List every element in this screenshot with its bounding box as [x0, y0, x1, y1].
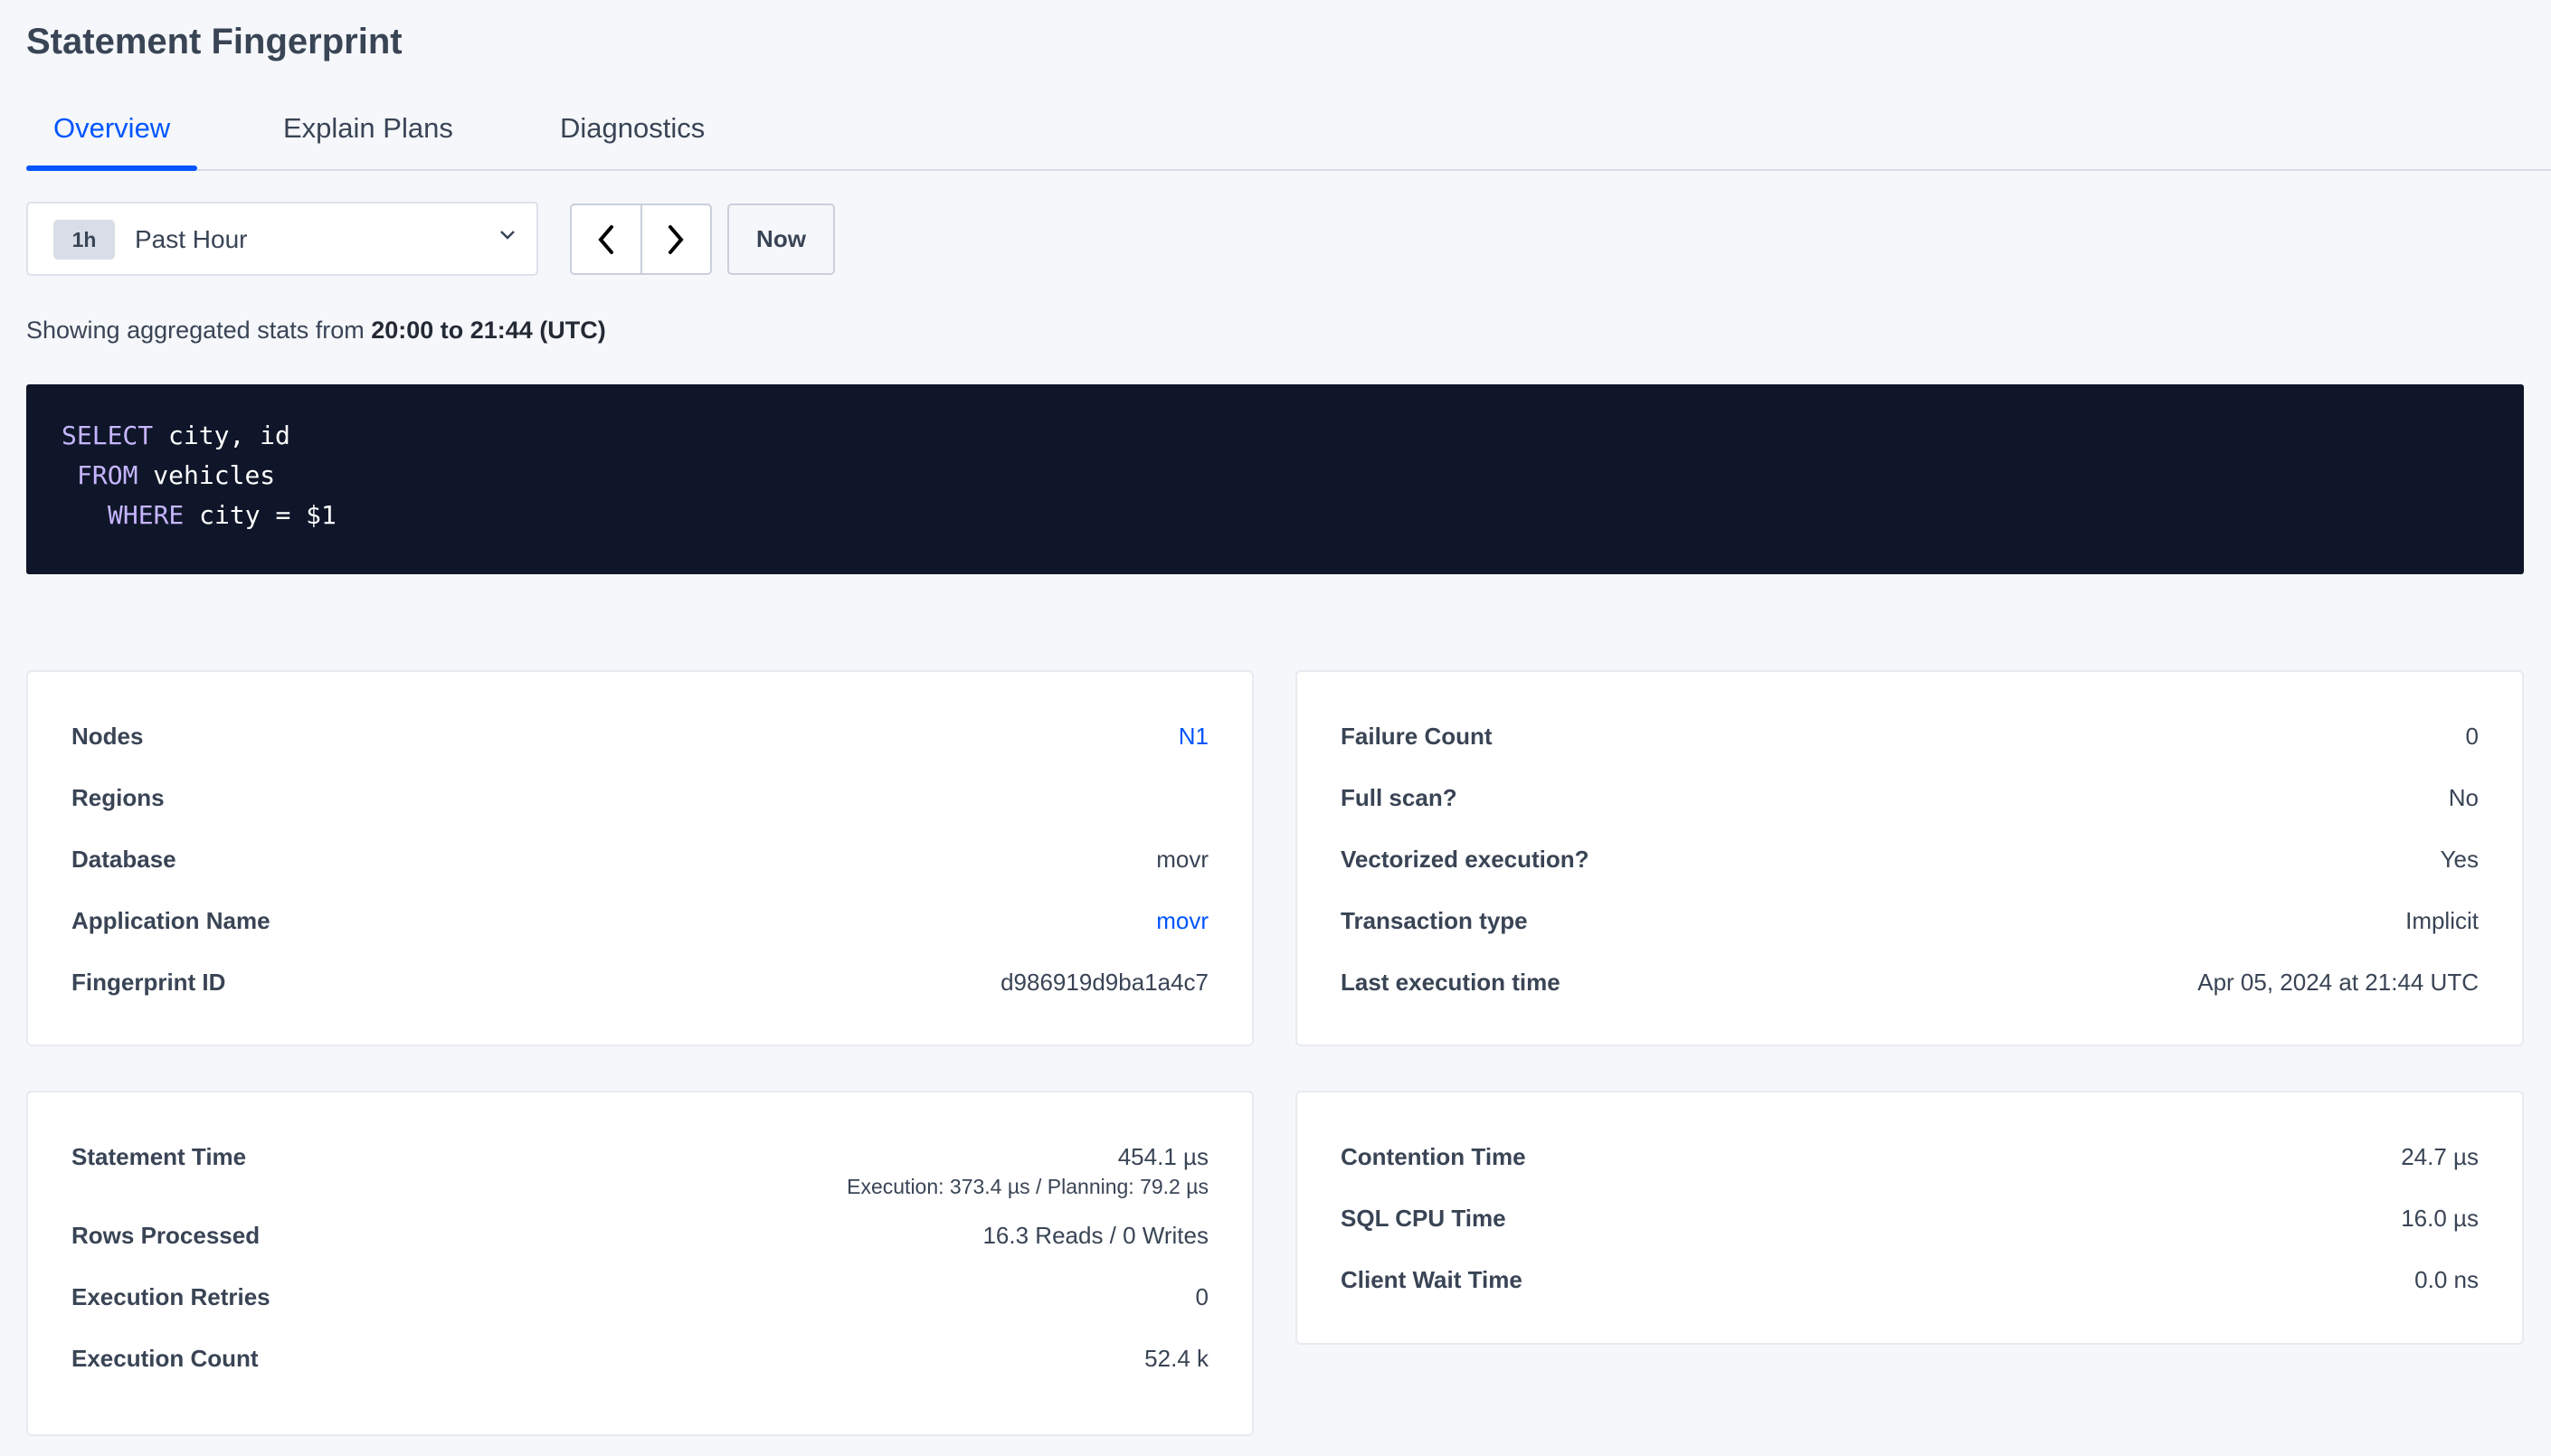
now-button[interactable]: Now	[727, 203, 835, 275]
row-value: 24.7 µs	[2401, 1142, 2479, 1170]
active-tab-indicator	[26, 165, 197, 171]
row-label: Contention Time	[1341, 1142, 1526, 1170]
row-label: Transaction type	[1341, 906, 1528, 934]
row-label: Nodes	[71, 722, 144, 750]
detail-row-transaction-type: Transaction type Implicit	[1341, 890, 2479, 951]
sql-text: vehicles	[138, 460, 276, 490]
detail-row-application-name: Application Name movr	[71, 890, 1209, 951]
stat-row-client-wait-time: Client Wait Time 0.0 ns	[1341, 1249, 2479, 1310]
row-value: 0.0 ns	[2414, 1265, 2479, 1293]
showing-prefix: Showing aggregated stats from	[26, 317, 372, 344]
sql-text: city, id	[153, 421, 290, 450]
time-range-label: Past Hour	[135, 225, 248, 253]
sql-keyword: SELECT	[62, 421, 154, 450]
tab-explain-plans[interactable]: Explain Plans	[283, 112, 453, 144]
row-value: 16.0 µs	[2401, 1204, 2479, 1232]
row-label: Regions	[71, 783, 165, 811]
row-label: Application Name	[71, 906, 270, 934]
detail-row-last-execution: Last execution time Apr 05, 2024 at 21:44…	[1341, 951, 2479, 1013]
sql-keyword: WHERE	[108, 500, 185, 530]
statement-time-breakdown: Execution: 373.4 µs / Planning: 79.2 µs	[847, 1175, 1209, 1198]
row-value: Apr 05, 2024 at 21:44 UTC	[2197, 968, 2479, 996]
next-range-button[interactable]	[640, 205, 711, 273]
detail-row-failure-count: Failure Count 0	[1341, 705, 2479, 767]
row-label: Rows Processed	[71, 1221, 261, 1249]
stat-row-execution-retries: Execution Retries 0	[71, 1266, 1209, 1328]
row-label: Failure Count	[1341, 722, 1493, 750]
row-label: Last execution time	[1341, 968, 1560, 996]
chevron-right-icon	[669, 224, 684, 254]
sql-line: SELECT city, id	[62, 421, 290, 450]
previous-range-button[interactable]	[572, 205, 640, 273]
tab-overview[interactable]: Overview	[53, 112, 171, 144]
time-range-select[interactable]: 1h Past Hour	[26, 202, 538, 276]
row-label: Execution Count	[71, 1344, 259, 1372]
row-label: Statement Time	[71, 1142, 247, 1170]
row-label: Client Wait Time	[1341, 1265, 1522, 1293]
sql-keyword: FROM	[77, 460, 138, 490]
row-value: 0	[1195, 1282, 1209, 1310]
row-label: SQL CPU Time	[1341, 1204, 1506, 1232]
row-value: Yes	[2440, 845, 2479, 873]
tab-divider	[26, 169, 2551, 171]
tab-diagnostics[interactable]: Diagnostics	[560, 112, 706, 144]
aggregation-range-text: Showing aggregated stats from 20:00 to 2…	[26, 317, 606, 345]
detail-row-nodes: Nodes N1	[71, 705, 1209, 767]
row-value: No	[2448, 783, 2479, 811]
stat-row-rows-processed: Rows Processed 16.3 Reads / 0 Writes	[71, 1205, 1209, 1266]
row-value: d986919d9ba1a4c7	[1000, 968, 1209, 996]
row-value: Implicit	[2405, 906, 2479, 934]
page-title: Statement Fingerprint	[26, 22, 403, 61]
sql-line: FROM vehicles	[77, 460, 275, 490]
row-value: movr	[1156, 845, 1209, 873]
row-label: Database	[71, 845, 176, 873]
row-value: 52.4 k	[1144, 1344, 1209, 1372]
stat-row-contention-time: Contention Time 24.7 µs	[1341, 1126, 2479, 1187]
sql-statement-block: SELECT city, id FROM vehicles WHERE city…	[26, 384, 2524, 574]
row-label: Vectorized execution?	[1341, 845, 1589, 873]
stat-row-sql-cpu-time: SQL CPU Time 16.0 µs	[1341, 1187, 2479, 1249]
execution-details-card: Failure Count 0 Full scan? No Vectorized e…	[1295, 670, 2524, 1046]
sql-line: WHERE city = $1	[108, 500, 337, 530]
row-label: Full scan?	[1341, 783, 1457, 811]
statement-stats-card: Statement Time 454.1 µs Execution: 373.4 …	[26, 1091, 1254, 1436]
sql-text: city = $1	[184, 500, 337, 530]
node-link[interactable]: N1	[1178, 722, 1209, 750]
row-label: Fingerprint ID	[71, 968, 226, 996]
chevron-down-icon	[498, 223, 517, 247]
row-value: 454.1 µs	[1117, 1142, 1209, 1170]
time-range-badge: 1h	[53, 220, 115, 260]
row-label: Execution Retries	[71, 1282, 270, 1310]
detail-row-full-scan: Full scan? No	[1341, 767, 2479, 828]
time-stats-card: Contention Time 24.7 µs SQL CPU Time 16.0 …	[1295, 1091, 2524, 1345]
stat-row-execution-count: Execution Count 52.4 k	[71, 1328, 1209, 1389]
row-value: 0	[2465, 722, 2479, 750]
stat-row-statement-time: Statement Time 454.1 µs	[71, 1126, 1209, 1187]
showing-range: 20:00 to 21:44 (UTC)	[371, 317, 606, 344]
row-value: 16.3 Reads / 0 Writes	[982, 1221, 1209, 1249]
detail-row-fingerprint-id: Fingerprint ID d986919d9ba1a4c7	[71, 951, 1209, 1013]
detail-row-vectorized: Vectorized execution? Yes	[1341, 828, 2479, 890]
detail-row-regions: Regions	[71, 767, 1209, 828]
chevron-left-icon	[598, 224, 613, 254]
time-pager	[570, 203, 712, 275]
overview-details-card: Nodes N1 Regions Database movr Application…	[26, 670, 1254, 1046]
detail-row-database: Database movr	[71, 828, 1209, 890]
application-link[interactable]: movr	[1156, 906, 1209, 934]
